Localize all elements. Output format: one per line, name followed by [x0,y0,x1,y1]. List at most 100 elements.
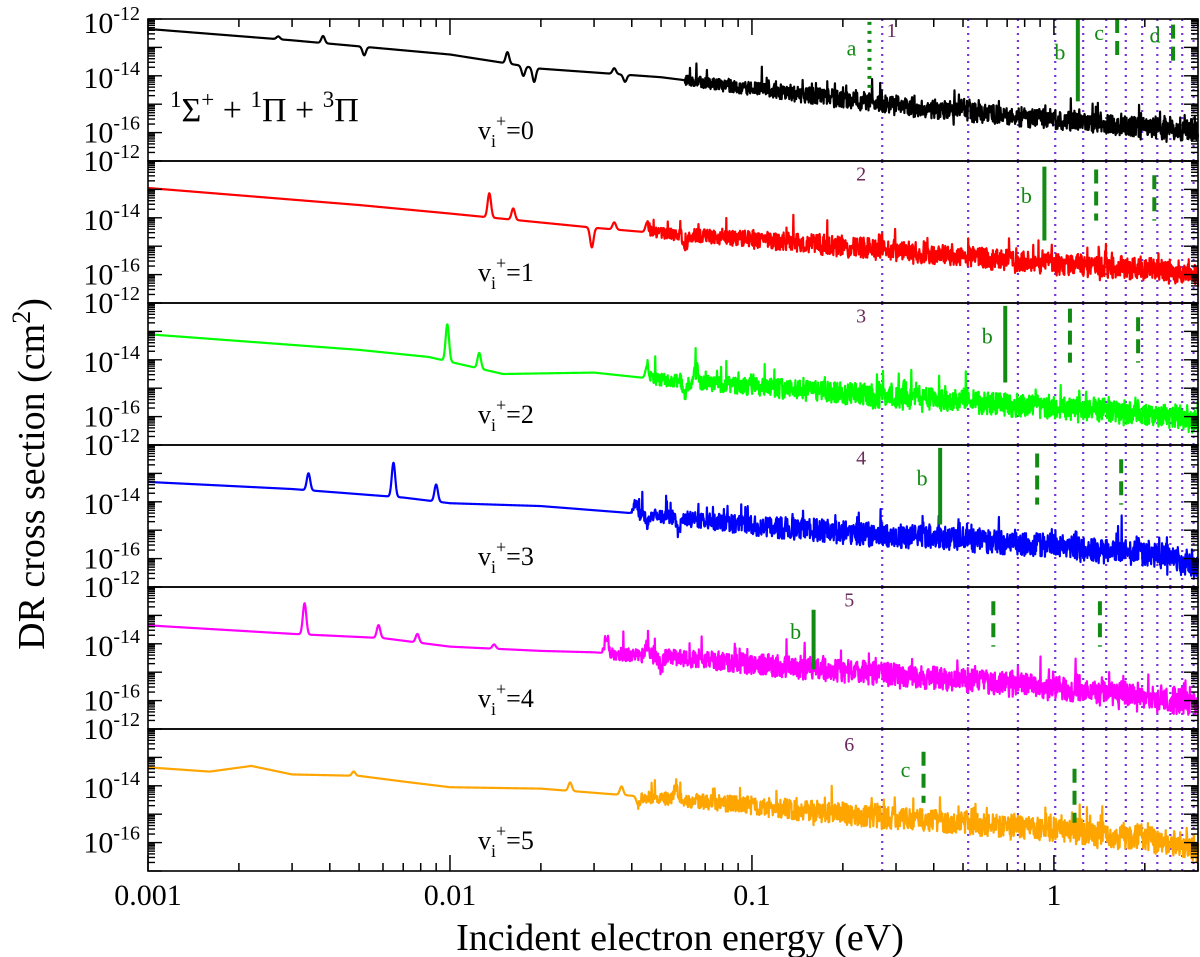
y-tick-label-base: 10 [83,145,113,178]
y-tick-label: 10-12 [83,283,140,320]
y-tick-label-exp: -12 [113,3,140,25]
panel-label-eq: =0 [506,116,534,145]
y-tick-label: 10-16 [83,397,140,434]
y-tick-label-exp: -16 [113,255,140,277]
series-line-vi+=5 [147,764,1200,864]
threshold-label: 3 [856,305,866,327]
panel-label-eq: =1 [506,258,534,287]
y-tick-label-base: 10 [83,543,113,576]
y-axis-label-close: ) [11,298,53,311]
panel-label-sup: + [496,395,506,415]
y-tick-label-exp: -12 [113,567,140,589]
panel-label-v: v [478,684,491,713]
x-tick-label: 0.1 [733,879,771,912]
y-tick-label: 10-16 [83,539,140,576]
y-tick-label: 10-14 [83,342,140,379]
panel-label-v: v [478,400,491,429]
panel-frame [147,18,1199,162]
y-tick-label-exp: -14 [113,342,140,364]
panel-label-sub: i [491,415,496,435]
state-marker-label: b [1021,183,1032,208]
y-tick-label-exp: -14 [113,58,140,80]
series-line-vi+=1 [147,186,1200,287]
y-tick-label: 10-14 [83,484,140,521]
panel-label-sup: + [496,821,506,841]
y-axis-label-main: DR cross section (cm [11,324,53,650]
y-tick-label-exp: -14 [113,200,140,222]
panel-label-sup: + [496,537,506,557]
y-tick-label-exp: -16 [113,823,140,845]
x-axis-label: Incident electron energy (eV) [456,917,904,957]
panel-label-eq: =2 [506,400,534,429]
y-tick-label-exp: -16 [113,681,140,703]
y-tick-label: 10-16 [83,681,140,718]
state-marker-label: b [1054,40,1065,65]
threshold-label: 5 [844,589,854,611]
y-tick-label: 10-16 [83,255,140,292]
symmetry-label: 1Σ+ + 1Π + 3Π [170,87,359,129]
y-tick-label-base: 10 [83,401,113,434]
data-curves-layer [147,27,1200,864]
y-tick-label-base: 10 [83,7,113,40]
y-tick-label-base: 10 [83,287,113,320]
y-tick-label-exp: -12 [113,709,140,731]
y-tick-label-base: 10 [83,259,113,292]
panel-label-sub: i [491,841,496,861]
panel-label-eq: =4 [506,684,534,713]
sym-plus1: + [214,92,250,129]
panel-label: vi+=0 [478,111,534,151]
y-tick-label-exp: -12 [113,283,140,305]
y-tick-label-exp: -12 [113,425,140,447]
sym-s1: Σ [182,92,202,129]
y-tick-label-exp: -16 [113,397,140,419]
y-tick-label: 10-12 [83,141,140,178]
y-tick-label: 10-16 [83,823,140,860]
y-axis-label: DR cross section (cm2) [7,298,53,650]
x-tick-label: 0.001 [114,879,182,912]
threshold-label: 1 [887,20,897,42]
y-tick-label: 10-12 [83,425,140,462]
state-marker-layer: 1 a b c d 2 b 3 b 4 b 5 b 6 c [790,19,1176,823]
state-marker-label: a [847,35,857,60]
panel-label-sup: + [496,679,506,699]
y-tick-label-base: 10 [83,571,113,604]
series-line-vi+=4 [147,602,1200,717]
y-tick-label: 10-14 [83,200,140,237]
panel-label-eq: =3 [506,542,534,571]
panel-label: vi+=2 [478,395,534,435]
panel-frame [147,302,1199,446]
y-tick-label: 10-12 [83,3,140,40]
threshold-lines-layer [881,19,1195,871]
panel-label-sub: i [491,131,496,151]
state-marker-label: b [917,466,928,491]
y-tick-label-exp: -14 [113,626,140,648]
sym-s3: Π [334,92,359,129]
y-tick-label-base: 10 [83,713,113,746]
y-tick-label-base: 10 [83,630,113,663]
y-tick-label-base: 10 [83,62,113,95]
panel-label: vi+=1 [478,253,534,293]
y-tick-label-exp: -14 [113,768,140,790]
panel-label-sub: i [491,557,496,577]
panel-label-sub: i [491,699,496,719]
y-axis-label-sup: 2 [7,311,36,324]
y-tick-label: 10-14 [83,58,140,95]
series-line-vi+=3 [147,461,1200,579]
threshold-label: 6 [844,734,854,756]
sym-s2: Π [262,92,287,129]
panel-label: vi+=5 [478,821,534,861]
axes-layer: vi+=010-1210-1410-1610-12vi+=110-1410-16… [83,3,1199,912]
sym-p1: + [201,87,214,112]
y-tick-label-base: 10 [83,488,113,521]
sym-t2: 1 [250,87,262,112]
panel-label-eq: =5 [506,826,534,855]
y-tick-label-base: 10 [83,204,113,237]
y-tick-label: 10-16 [83,113,140,150]
panel-label-v: v [478,116,491,145]
y-tick-label-base: 10 [83,772,113,805]
y-tick-label-base: 10 [83,346,113,379]
panel-label-sup: + [496,253,506,273]
y-tick-label-base: 10 [83,429,113,462]
panel-label-v: v [478,258,491,287]
